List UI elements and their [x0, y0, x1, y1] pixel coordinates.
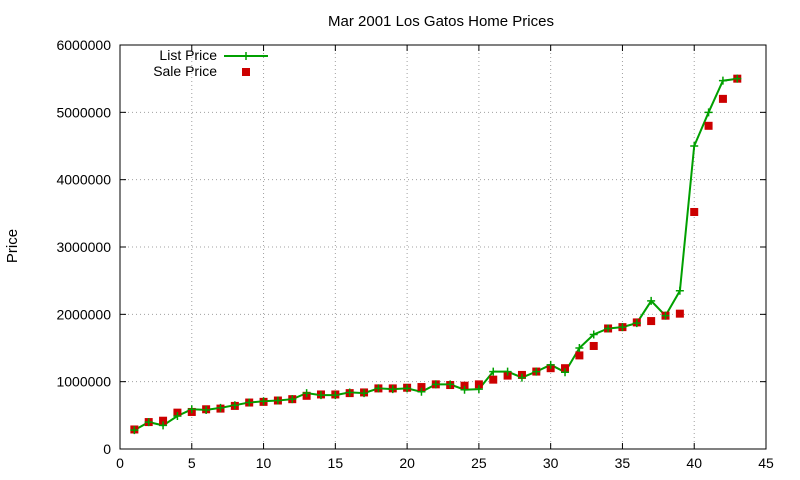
plot-frame — [119, 44, 767, 450]
list-price-point — [690, 142, 699, 150]
list-price-point — [489, 367, 498, 376]
y-tick-label: 6000000 — [56, 37, 111, 53]
list-price-point — [618, 323, 627, 332]
list-price-point — [360, 389, 369, 398]
sale-price-point — [503, 371, 512, 380]
sale-price-point — [561, 364, 570, 373]
legend: List Price Sale Price — [153, 47, 268, 79]
list-price-point — [561, 368, 570, 377]
grid — [120, 45, 766, 449]
list-price-point — [704, 108, 713, 117]
list-price-point — [589, 330, 598, 339]
x-tick-label: 40 — [686, 455, 702, 471]
list-price-point — [374, 384, 383, 393]
list-price-point — [259, 397, 268, 406]
list-price-point — [144, 418, 153, 427]
list-price-point — [575, 344, 584, 352]
list-price-point — [173, 412, 182, 421]
list-price-line — [133, 77, 738, 431]
sale-price-point — [589, 341, 598, 350]
list-price-point — [273, 396, 282, 405]
list-price-point — [403, 384, 412, 393]
list-price-point — [417, 387, 426, 396]
x-tick-label: 45 — [758, 455, 774, 471]
y-tick-label: 0 — [103, 441, 111, 457]
sale-price-point — [460, 381, 469, 390]
list-price-point — [446, 380, 455, 389]
chart-title: Mar 2001 Los Gatos Home Prices — [328, 13, 554, 30]
y-axis-label: Price — [4, 229, 21, 263]
list-price-point — [718, 76, 727, 85]
list-price-point — [604, 324, 613, 333]
y-tick-label: 3000000 — [56, 239, 111, 255]
list-price-point — [675, 286, 684, 295]
list-price-point — [733, 74, 742, 83]
sale-price-point — [474, 380, 483, 389]
sale-price-point — [704, 121, 713, 130]
list-price-point — [647, 296, 656, 305]
list-price-point — [517, 373, 526, 382]
sale-price-point — [690, 207, 699, 216]
x-tick-label: 0 — [116, 455, 124, 471]
list-price-point — [216, 403, 225, 412]
list-price-point — [431, 380, 440, 389]
axis-ticks: 0 5 10 15 20 25 30 35 40 45 0 1000000 2000000 3000000… — [56, 37, 774, 471]
list-price-point — [532, 367, 541, 376]
list-price-point — [187, 405, 196, 414]
list-price-point — [474, 385, 483, 394]
y-tick-label: 4000000 — [56, 172, 111, 188]
list-price-point — [245, 398, 254, 407]
list-price-point — [130, 426, 139, 435]
list-price-point — [503, 367, 512, 376]
list-price-point — [159, 421, 168, 430]
list-price-point — [288, 395, 297, 404]
list-price-point — [460, 385, 469, 394]
list-price-point — [388, 385, 397, 394]
list-price-point — [661, 311, 670, 320]
x-tick-label: 35 — [615, 455, 631, 471]
legend-label-sale-price: Sale Price — [153, 63, 217, 79]
x-tick-label: 25 — [471, 455, 487, 471]
x-tick-label: 5 — [188, 455, 196, 471]
x-tick-label: 30 — [543, 455, 559, 471]
list-price-point — [345, 388, 354, 397]
sale-price-point — [489, 375, 498, 384]
list-price-point — [202, 405, 211, 414]
legend-label-list-price: List Price — [159, 47, 217, 63]
y-tick-label: 2000000 — [56, 306, 111, 322]
list-price-point — [230, 401, 239, 410]
sale-price-point — [575, 351, 584, 360]
sale-price-point — [675, 309, 684, 318]
list-price-point — [316, 391, 325, 400]
sale-price-point — [159, 416, 168, 425]
y-tick-label: 1000000 — [56, 374, 111, 390]
legend-key-list-price-marker — [242, 52, 250, 60]
legend-key-sale-price-marker — [242, 68, 250, 76]
sale-price-point — [718, 94, 727, 103]
x-tick-label: 15 — [328, 455, 344, 471]
list-price-point — [632, 319, 641, 328]
list-price-point — [331, 391, 340, 400]
sale-price-point — [417, 383, 426, 392]
series-layer — [130, 74, 742, 435]
list-price-point — [302, 389, 311, 398]
x-tick-label: 10 — [256, 455, 272, 471]
list-price-point — [546, 360, 555, 369]
y-tick-label: 5000000 — [56, 104, 111, 120]
sale-price-point — [647, 317, 656, 326]
x-tick-label: 20 — [399, 455, 415, 471]
